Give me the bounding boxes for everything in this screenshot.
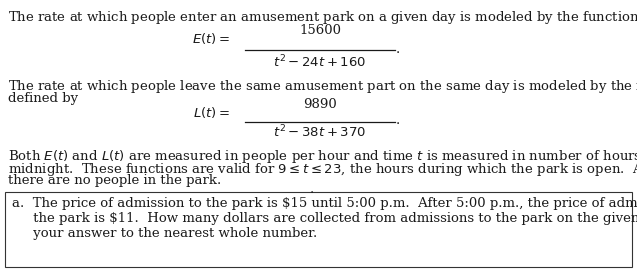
Text: .: . (396, 114, 400, 126)
Text: defined by: defined by (8, 92, 78, 105)
Text: the park is $11.  How many dollars are collected from admissions to the park on : the park is $11. How many dollars are co… (12, 212, 637, 225)
Text: .: . (310, 183, 314, 196)
Text: 15600: 15600 (299, 23, 341, 37)
Text: midnight.  These functions are valid for $9 \leq t \leq 23$, the hours during wh: midnight. These functions are valid for … (8, 161, 637, 178)
Text: $t^2-24t+160$: $t^2-24t+160$ (273, 54, 367, 70)
Text: $L(t) =$: $L(t) =$ (193, 104, 230, 119)
Text: your answer to the nearest whole number.: your answer to the nearest whole number. (12, 227, 317, 240)
Text: The rate at which people enter an amusement park on a given day is modeled by th: The rate at which people enter an amusem… (8, 9, 637, 26)
Text: there are no people in the park.: there are no people in the park. (8, 174, 221, 187)
Text: 9890: 9890 (303, 97, 337, 111)
Text: a.  The price of admission to the park is $15 until 5:00 p.m.  After 5:00 p.m., : a. The price of admission to the park is… (12, 197, 637, 210)
Text: .: . (396, 44, 400, 56)
Text: $t^2-38t+370$: $t^2-38t+370$ (273, 124, 367, 140)
Text: $E(t) =$: $E(t) =$ (192, 30, 230, 45)
Text: Both $E(t)$ and $L(t)$ are measured in people per hour and time $t$ is measured : Both $E(t)$ and $L(t)$ are measured in p… (8, 148, 637, 165)
Text: The rate at which people leave the same amusement part on the same day is modele: The rate at which people leave the same … (8, 78, 637, 95)
